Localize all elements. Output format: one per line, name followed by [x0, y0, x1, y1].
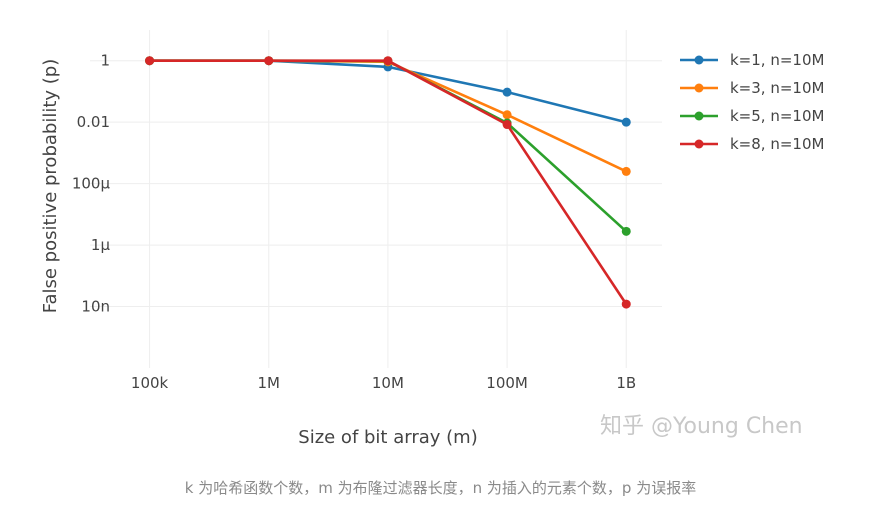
x-tick-label: 1M	[258, 374, 281, 392]
x-tick-label: 10M	[372, 374, 404, 392]
data-point	[502, 110, 512, 120]
legend-item[interactable]: k=3, n=10M	[680, 79, 824, 97]
figure-caption: k 为哈希函数个数，m 为布隆过滤器长度，n 为插入的元素个数，p 为误报率	[184, 479, 697, 497]
data-point	[621, 299, 631, 309]
x-axis-title: Size of bit array (m)	[298, 427, 477, 448]
legend-label: k=3, n=10M	[730, 79, 824, 97]
x-tick-label: 100k	[131, 374, 169, 392]
legend-label: k=1, n=10M	[730, 51, 824, 69]
legend-item[interactable]: k=5, n=10M	[680, 107, 824, 125]
legend-item[interactable]: k=8, n=10M	[680, 135, 824, 153]
data-point	[502, 120, 512, 130]
data-point	[621, 117, 631, 127]
series-lines	[145, 56, 631, 309]
data-point	[145, 56, 155, 66]
x-tick-label: 100M	[486, 374, 528, 392]
data-point	[621, 226, 631, 236]
y-tick-label: 100μ	[72, 175, 111, 193]
data-point	[621, 166, 631, 176]
watermark: 知乎 @Young Chen	[600, 414, 803, 439]
y-tick-label: 0.01	[77, 113, 110, 131]
x-axis-ticks: 100k 1M 10M 100M 1B	[131, 374, 636, 392]
legend-label: k=5, n=10M	[730, 107, 824, 125]
legend-item[interactable]: k=1, n=10M	[680, 51, 824, 69]
data-point	[264, 56, 274, 66]
y-tick-label: 1μ	[91, 236, 111, 254]
legend-marker	[694, 111, 704, 121]
false-positive-chart: 100k 1M 10M 100M 1B 1 0.01 100μ 1μ 10n k=1, n=10…	[40, 30, 824, 448]
legend-marker	[694, 55, 704, 65]
data-point	[502, 87, 512, 97]
grid	[90, 30, 662, 368]
y-axis-title: False positive probability (p)	[40, 59, 61, 313]
y-axis-ticks: 1 0.01 100μ 1μ 10n	[72, 52, 111, 316]
series-4	[145, 56, 631, 309]
legend-marker	[694, 83, 704, 93]
x-tick-label: 1B	[616, 374, 636, 392]
y-tick-label: 1	[100, 52, 110, 70]
legend: k=1, n=10M k=3, n=10M k=5, n=10M k=8, n=10M	[680, 51, 824, 153]
legend-marker	[694, 139, 704, 149]
data-point	[383, 56, 393, 66]
legend-label: k=8, n=10M	[730, 135, 824, 153]
y-tick-label: 10n	[81, 298, 110, 316]
